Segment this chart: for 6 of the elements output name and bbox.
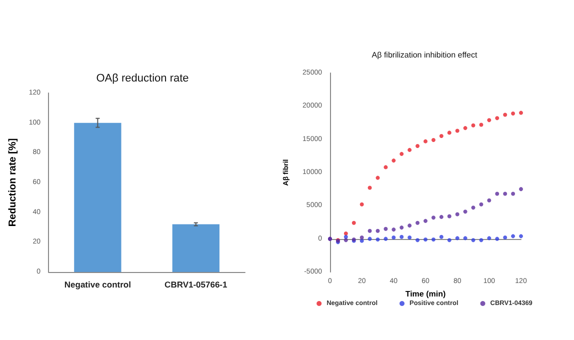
x-tick-label: Negative control <box>64 280 131 290</box>
x-tick-label: CBRV1-05766-1 <box>164 280 228 290</box>
x-axis-title: Time (min) <box>405 289 446 298</box>
y-axis-title: Reduction rate [%] <box>8 138 18 227</box>
chart-title: OAβ reduction rate <box>96 72 189 84</box>
chart-title: Aβ fibrilization inhibition effect <box>372 50 478 60</box>
